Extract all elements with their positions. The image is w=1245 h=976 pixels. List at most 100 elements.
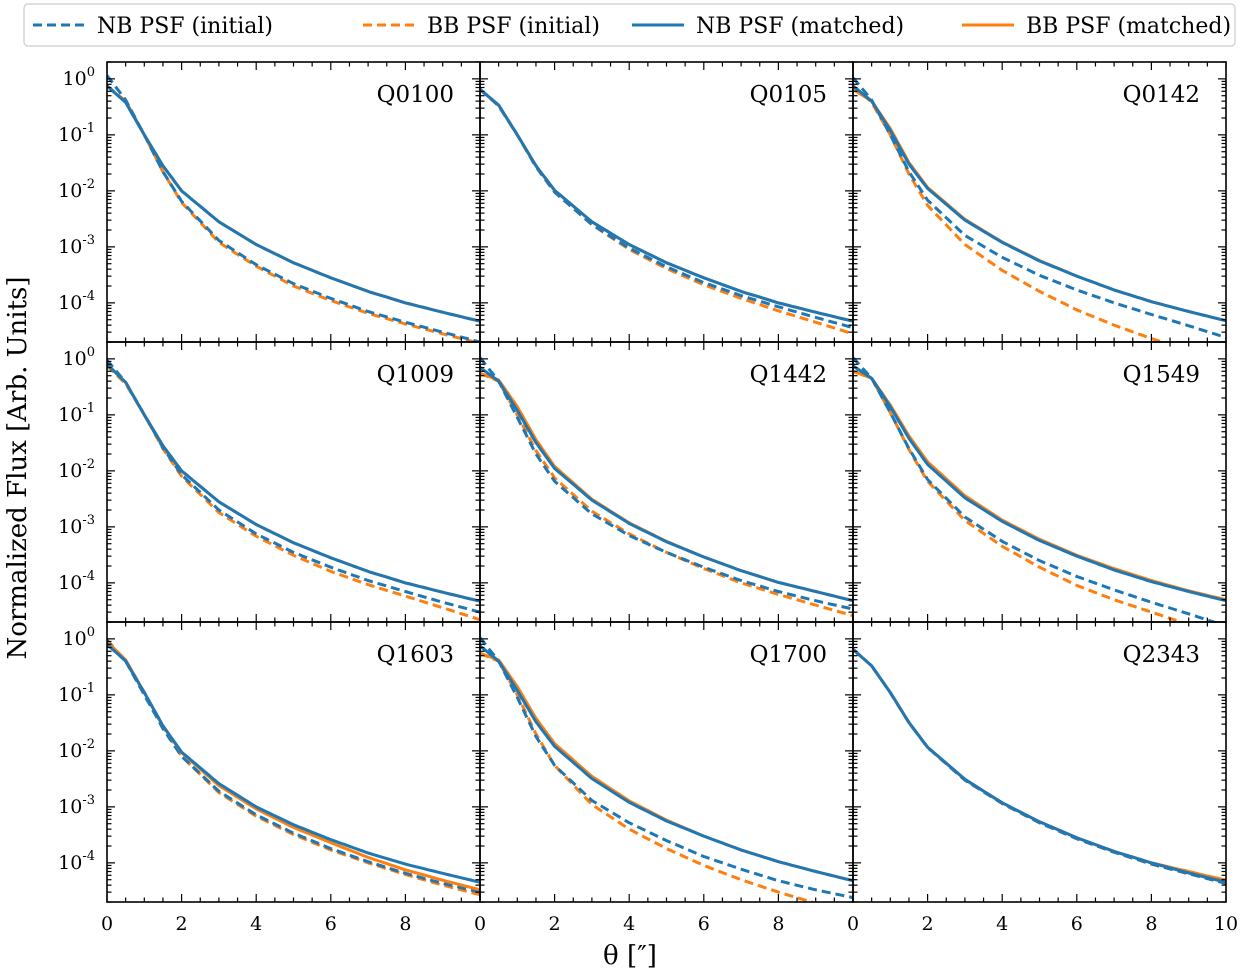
series-bb-matched	[853, 88, 1226, 323]
series-nb-matched	[107, 363, 480, 603]
panel-title: Q1603	[377, 642, 454, 668]
x-tick-label: 2	[176, 913, 188, 935]
series-nb-matched	[853, 84, 1226, 323]
series-bb-initial	[480, 372, 853, 618]
panel-title: Q1549	[1123, 362, 1200, 388]
y-tick-label: 10-1	[58, 681, 95, 706]
series-nb-matched	[853, 364, 1226, 603]
series-bb-initial	[853, 648, 1226, 885]
panel-title: Q0105	[750, 82, 827, 108]
panel-Q0100: 100 10-1 10-2 10-3 10-4 Q0100	[58, 61, 481, 343]
x-tick-label: 6	[325, 913, 337, 935]
y-tick-label: 10-1	[58, 121, 95, 146]
legend-label-2: NB PSF (matched)	[696, 14, 904, 39]
series-bb-matched	[480, 371, 853, 603]
legend: NB PSF (initial) BB PSF (initial) NB PSF (…	[23, 3, 1236, 47]
series-bb-matched	[107, 363, 480, 603]
panel-title: Q2343	[1123, 642, 1200, 668]
series-nb-initial	[480, 356, 853, 611]
x-tick-label: 4	[250, 913, 262, 935]
y-ticks	[853, 341, 1226, 623]
series-bb-initial	[480, 88, 853, 336]
panel-title: Q0100	[377, 82, 454, 108]
series-nb-initial	[480, 88, 853, 330]
panel-title: Q0142	[1123, 82, 1200, 108]
panel-Q2343: 0 2 4 6 8 10 Q2343	[847, 621, 1238, 935]
series-bb-initial	[480, 652, 817, 902]
legend-frame	[23, 3, 1236, 47]
y-tick-label: 10-4	[58, 289, 95, 314]
y-tick-label: 100	[63, 625, 95, 650]
x-tick-label: 0	[101, 913, 113, 935]
series-bb-matched	[107, 640, 480, 892]
series-bb-initial	[107, 84, 480, 342]
x-tick-label: 4	[623, 913, 635, 935]
panel-Q1009: 100 10-1 10-2 10-3 10-4 Q1009	[58, 341, 481, 623]
series-bb-matched	[853, 369, 1226, 602]
series-nb-initial	[107, 639, 480, 894]
panel-Q1442: Q1442	[479, 341, 854, 623]
series-nb-matched	[480, 366, 853, 603]
panel-Q1603: 100 10-1 10-2 10-3 10-4 0 2 4 6 8 Q1603	[58, 621, 481, 935]
x-ticks	[852, 62, 1227, 342]
series-bb-matched	[480, 88, 853, 323]
series-bb-matched	[480, 651, 853, 883]
series-nb-matched	[107, 643, 480, 884]
panel-Q1549: Q1549	[852, 341, 1227, 623]
legend-label-1: BB PSF (initial)	[427, 14, 600, 39]
series-nb-initial	[107, 359, 480, 614]
panel-title: Q1442	[750, 362, 827, 388]
x-tick-label: 10	[1214, 913, 1238, 935]
y-tick-label: 10-2	[58, 177, 95, 202]
series-nb-initial	[480, 636, 853, 900]
y-tick-label: 10-3	[58, 793, 95, 818]
y-tick-label: 10-3	[58, 233, 95, 258]
x-tick-label: 0	[474, 913, 486, 935]
y-axis-label: Normalized Flux [Arb. Units]	[3, 276, 33, 659]
x-tick-label: 8	[1145, 913, 1157, 935]
x-axis-label: θ [″]	[603, 941, 657, 971]
x-tick-label: 2	[922, 913, 934, 935]
panel-Q0142: Q0142	[852, 61, 1227, 343]
x-tick-label: 8	[399, 913, 411, 935]
y-tick-label: 10-4	[58, 569, 95, 594]
series-nb-initial	[853, 76, 1226, 340]
series-bb-initial	[107, 364, 480, 622]
y-tick-label: 10-3	[58, 513, 95, 538]
x-ticks	[852, 622, 1227, 902]
series-bb-initial	[853, 84, 1167, 342]
panel-Q0105: Q0105	[479, 61, 854, 343]
series-bb-initial	[107, 641, 480, 897]
y-tick-label: 10-1	[58, 401, 95, 426]
series-nb-initial	[853, 356, 1219, 622]
legend-label-3: BB PSF (matched)	[1026, 14, 1231, 39]
y-tick-label: 10-2	[58, 457, 95, 482]
x-tick-label: 8	[772, 913, 784, 935]
y-tick-label: 10-2	[58, 737, 95, 762]
x-ticks	[106, 622, 481, 902]
series-nb-matched	[480, 644, 853, 883]
panel-title: Q1009	[377, 362, 454, 388]
y-tick-label: 100	[63, 345, 95, 370]
panel-title: Q1700	[750, 642, 827, 668]
x-tick-label: 6	[1071, 913, 1083, 935]
series-bb-initial	[853, 364, 1186, 622]
x-tick-label: 6	[698, 913, 710, 935]
legend-label-0: NB PSF (initial)	[97, 14, 273, 39]
series-nb-matched	[853, 648, 1226, 884]
x-tick-label: 2	[549, 913, 561, 935]
x-ticks	[852, 342, 1227, 622]
x-ticks	[479, 622, 854, 902]
y-ticks	[853, 621, 1226, 903]
series-nb-matched	[107, 84, 480, 323]
x-tick-label: 0	[847, 913, 859, 935]
series-bb-matched	[853, 648, 1226, 882]
y-ticks	[480, 61, 853, 343]
y-tick-label: 10-4	[58, 849, 95, 874]
y-tick-label: 100	[63, 65, 95, 90]
x-tick-label: 4	[996, 913, 1008, 935]
series-nb-matched	[480, 88, 853, 323]
panel-Q1700: 0 2 4 6 8 Q1700	[474, 621, 854, 935]
